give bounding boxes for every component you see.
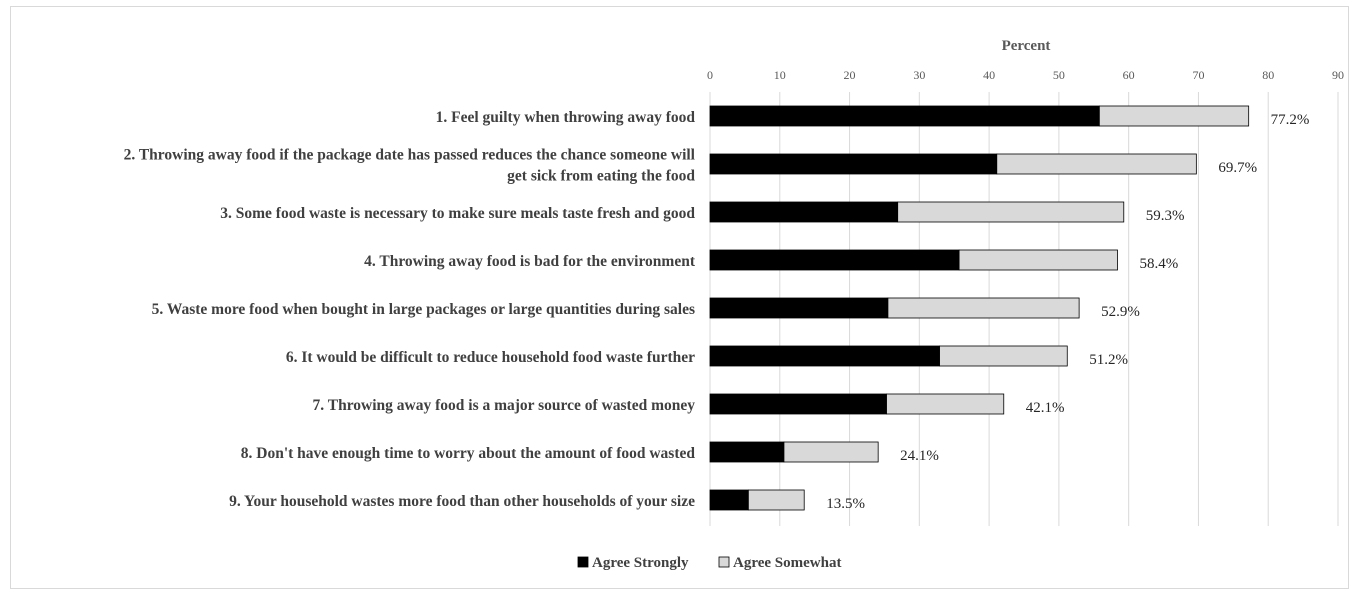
data-label: 13.5% bbox=[826, 496, 865, 512]
category-label: get sick from eating the food bbox=[507, 168, 695, 185]
x-tick-label: 10 bbox=[774, 68, 786, 82]
bar-agree-strongly bbox=[709, 201, 899, 223]
data-label: 59.3% bbox=[1146, 208, 1185, 224]
data-label: 77.2% bbox=[1271, 112, 1310, 128]
bar-agree-strongly bbox=[709, 249, 960, 271]
x-tick-label: 70 bbox=[1192, 68, 1204, 82]
x-tick-label: 60 bbox=[1123, 68, 1135, 82]
x-tick-label: 40 bbox=[983, 68, 995, 82]
bar-agree-somewhat bbox=[783, 441, 879, 463]
category-label: 2. Throwing away food if the package dat… bbox=[124, 147, 696, 164]
x-tick-label: 0 bbox=[707, 68, 713, 82]
bars bbox=[709, 105, 1250, 511]
legend-swatch-agree-somewhat bbox=[718, 556, 730, 568]
bar-agree-somewhat bbox=[897, 201, 1125, 223]
bar-agree-strongly bbox=[709, 345, 940, 367]
x-tick-label: 50 bbox=[1053, 68, 1065, 82]
data-label: 69.7% bbox=[1218, 160, 1257, 176]
legend-swatch-agree-strongly bbox=[577, 556, 589, 568]
category-label: 7. Throwing away food is a major source … bbox=[313, 397, 696, 414]
data-label: 51.2% bbox=[1089, 352, 1128, 368]
data-label: 52.9% bbox=[1101, 304, 1140, 320]
bar-agree-strongly bbox=[709, 105, 1100, 127]
bar-agree-somewhat bbox=[939, 345, 1068, 367]
bar-agree-strongly bbox=[709, 297, 889, 319]
data-label: 42.1% bbox=[1026, 400, 1065, 416]
legend-label-agree-strongly: Agree Strongly bbox=[592, 555, 689, 571]
bar-agree-somewhat bbox=[886, 393, 1005, 415]
data-label: 58.4% bbox=[1140, 256, 1179, 272]
bar-agree-strongly bbox=[709, 489, 749, 511]
bar-agree-somewhat bbox=[747, 489, 805, 511]
x-tick-label: 20 bbox=[844, 68, 856, 82]
x-tick-label: 30 bbox=[913, 68, 925, 82]
category-label: 1. Feel guilty when throwing away food bbox=[436, 109, 696, 126]
x-tick-label: 80 bbox=[1262, 68, 1274, 82]
x-tick-label: 90 bbox=[1332, 68, 1344, 82]
x-axis-ticks: 0 10 20 30 40 50 60 70 80 90 bbox=[707, 68, 1344, 82]
category-labels: 1. Feel guilty when throwing away food 2.… bbox=[124, 109, 696, 510]
category-label: 6. It would be difficult to reduce house… bbox=[286, 349, 695, 366]
x-axis-title: Percent bbox=[1002, 38, 1051, 54]
bar-agree-somewhat bbox=[887, 297, 1080, 319]
category-label: 3. Some food waste is necessary to make … bbox=[220, 205, 695, 222]
category-label: 5. Waste more food when bought in large … bbox=[152, 301, 695, 318]
data-labels: 77.2% 69.7% 59.3% 58.4% 52.9% 51.2% 42.1% 24.1%… bbox=[826, 112, 1309, 512]
bar-agree-strongly bbox=[709, 441, 785, 463]
legend: Agree Strongly Agree Somewhat bbox=[577, 555, 841, 571]
category-label: 4. Throwing away food is bad for the env… bbox=[364, 253, 696, 270]
category-label: 8. Don't have enough time to worry about… bbox=[241, 445, 696, 462]
category-label: 9. Your household wastes more food than … bbox=[229, 493, 695, 510]
legend-label-agree-somewhat: Agree Somewhat bbox=[733, 555, 841, 571]
chart-frame bbox=[10, 6, 1349, 589]
bar-agree-strongly bbox=[709, 153, 998, 175]
bar-agree-somewhat bbox=[1098, 105, 1250, 127]
bar-agree-somewhat bbox=[996, 153, 1197, 175]
bar-agree-somewhat bbox=[958, 249, 1118, 271]
bar-agree-strongly bbox=[709, 393, 887, 415]
data-label: 24.1% bbox=[900, 448, 939, 464]
